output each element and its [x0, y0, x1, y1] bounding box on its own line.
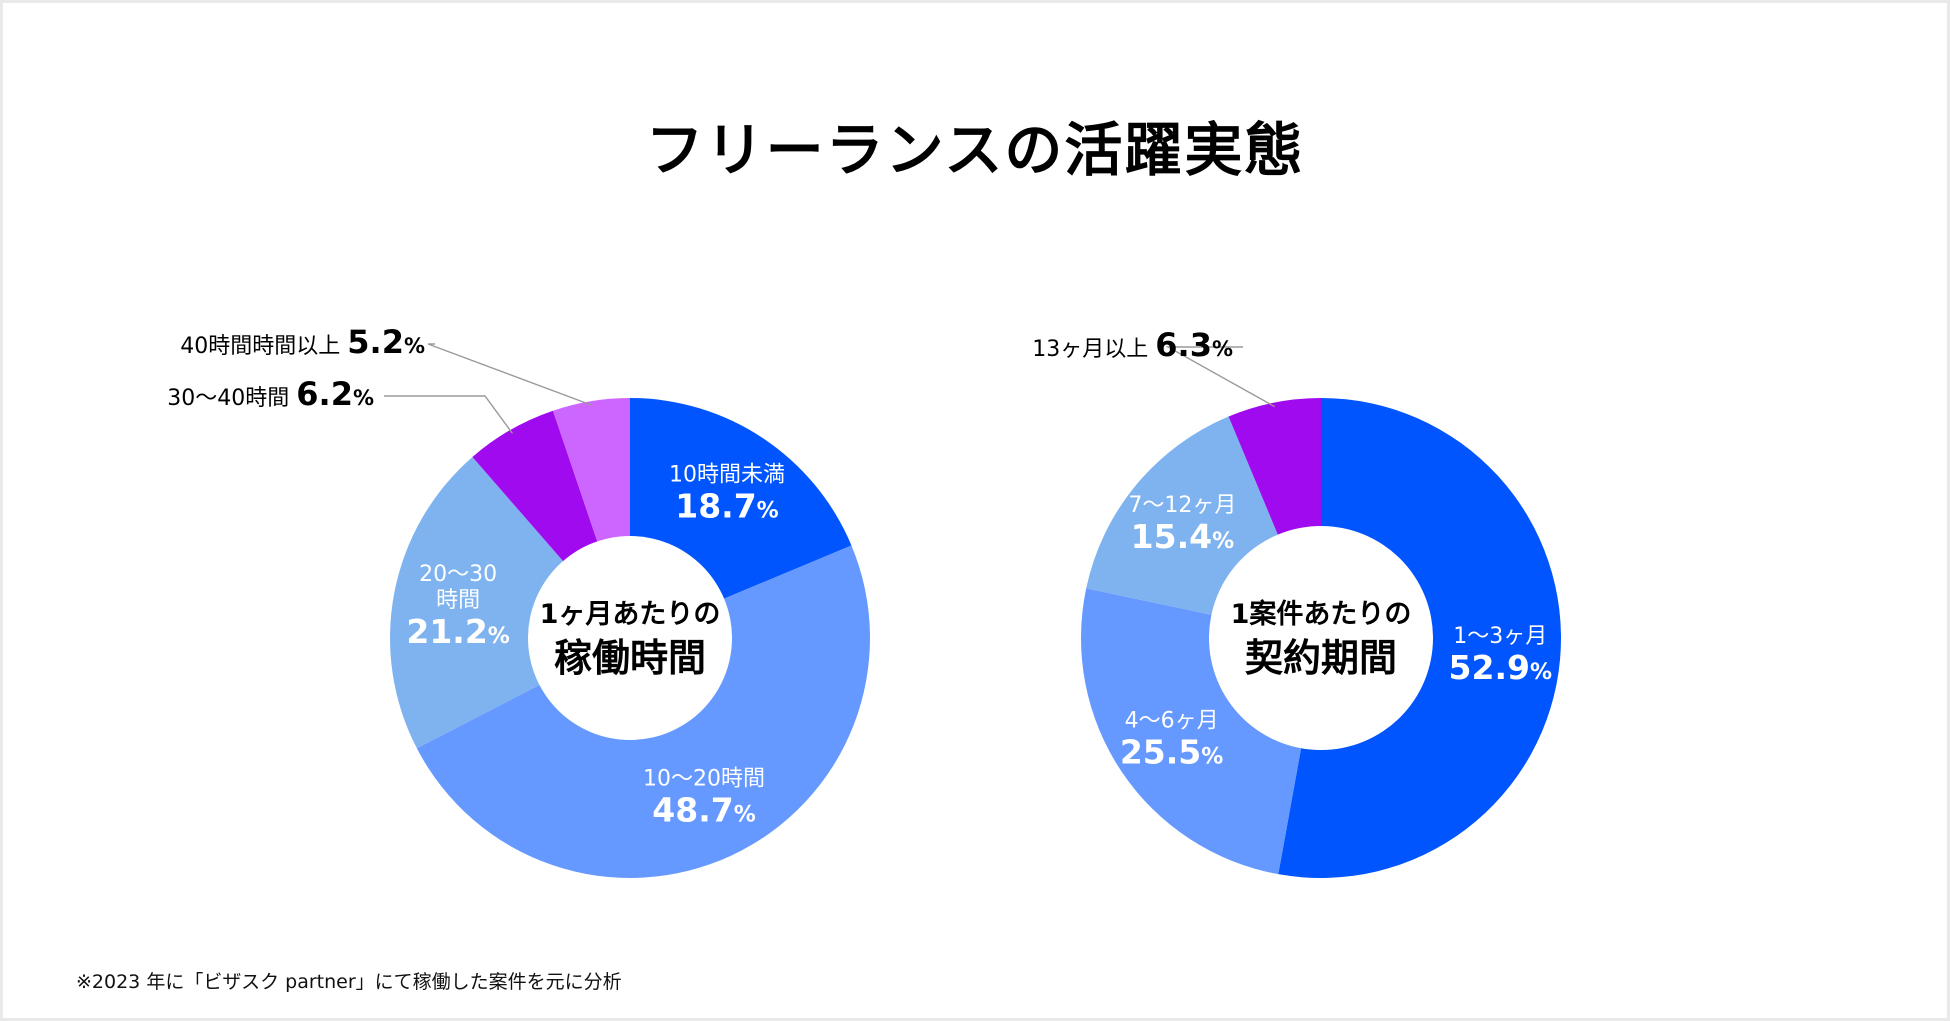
callout-value: 5.2 — [347, 323, 404, 361]
callout-label-0-3: 30～40時間 6.2% — [167, 375, 374, 413]
slice-label-1-1-0: 4～6ヶ月 — [1125, 708, 1219, 733]
center-title-line2-0: 稼働時間 — [554, 636, 706, 680]
leader-line-0-3 — [384, 395, 513, 434]
slice-value-number: 18.7 — [675, 486, 756, 525]
callout-label-1-3: 13ヶ月以上 6.3% — [1032, 326, 1233, 364]
callout-value: 6.2 — [296, 375, 353, 413]
slice-value-unit: % — [734, 803, 756, 828]
donut-hole-1 — [1209, 526, 1433, 750]
center-title-line1-1: 1案件あたりの — [1231, 598, 1412, 630]
callout-label-0-4: 40時間時間以上 5.2% — [180, 323, 425, 361]
slice-0-2 — [390, 456, 630, 749]
slice-value-number: 21.2 — [406, 612, 487, 651]
slice-label-1-2-0: 7～12ヶ月 — [1128, 493, 1236, 518]
slice-value-number: 25.5 — [1120, 732, 1201, 771]
slice-label-0-2-0: 20～30 — [419, 562, 497, 587]
slice-value-0-2: 21.2% — [406, 612, 509, 651]
slice-value-unit: % — [1530, 660, 1552, 685]
donut-chart-monthly-hours: 10時間未満18.7%10～20時間48.7%20～30時間21.2%30～40… — [167, 323, 871, 879]
callout-unit: % — [1212, 337, 1233, 361]
slice-value-unit: % — [1201, 744, 1223, 769]
callout-category: 30～40時間 — [167, 386, 296, 411]
page-title: フリーランスの活躍実態 — [645, 116, 1305, 184]
slice-label-0-0-0: 10時間未満 — [669, 462, 785, 487]
charts-canvas: 10時間未満18.7%10～20時間48.7%20～30時間21.2%30～40… — [167, 323, 1561, 879]
slice-label-0-2-1: 時間 — [436, 588, 480, 613]
leader-line-1-3 — [1165, 346, 1275, 408]
slice-value-1-1: 25.5% — [1120, 732, 1223, 771]
slice-value-0-0: 18.7% — [675, 486, 778, 525]
infographic-card: フリーランスの活躍実態 10時間未満 18.7% 10～20時間 48.7% 20～30… — [3, 3, 1947, 1018]
leader-line-0-4 — [427, 343, 592, 406]
footnote: ※2023 年に「ビザスク partner」にて稼働した案件を元に分析 — [76, 971, 622, 993]
slice-value-number: 48.7 — [652, 791, 733, 830]
center-title-line2-1: 契約期間 — [1245, 636, 1397, 680]
slice-value-number: 15.4 — [1131, 517, 1212, 556]
callout-category: 13ヶ月以上 — [1032, 337, 1155, 362]
slice-label-0-1-0: 10～20時間 — [643, 767, 765, 792]
callout-unit: % — [353, 386, 374, 410]
slice-value-number: 52.9 — [1449, 648, 1530, 687]
callout-category: 40時間時間以上 — [180, 334, 347, 359]
slice-label-1-0-0: 1～3ヶ月 — [1453, 624, 1547, 649]
slice-value-1-0: 52.9% — [1449, 648, 1552, 687]
slice-value-0-1: 48.7% — [652, 791, 755, 830]
slice-value-1-2: 15.4% — [1131, 517, 1234, 556]
slice-value-unit: % — [1212, 529, 1234, 554]
donut-hole-0 — [528, 536, 732, 740]
slice-value-unit: % — [757, 498, 779, 523]
center-title-line1-0: 1ヶ月あたりの — [540, 599, 721, 630]
slice-value-unit: % — [488, 624, 510, 649]
callout-unit: % — [404, 334, 425, 358]
callout-value: 6.3 — [1155, 326, 1212, 364]
